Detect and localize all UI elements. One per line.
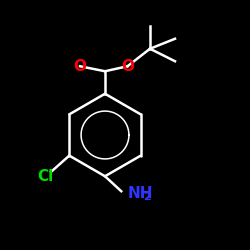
- Text: 2: 2: [143, 192, 151, 202]
- Text: NH: NH: [128, 186, 153, 201]
- Text: O: O: [121, 59, 134, 74]
- Text: O: O: [74, 59, 86, 74]
- Text: Cl: Cl: [37, 169, 53, 184]
